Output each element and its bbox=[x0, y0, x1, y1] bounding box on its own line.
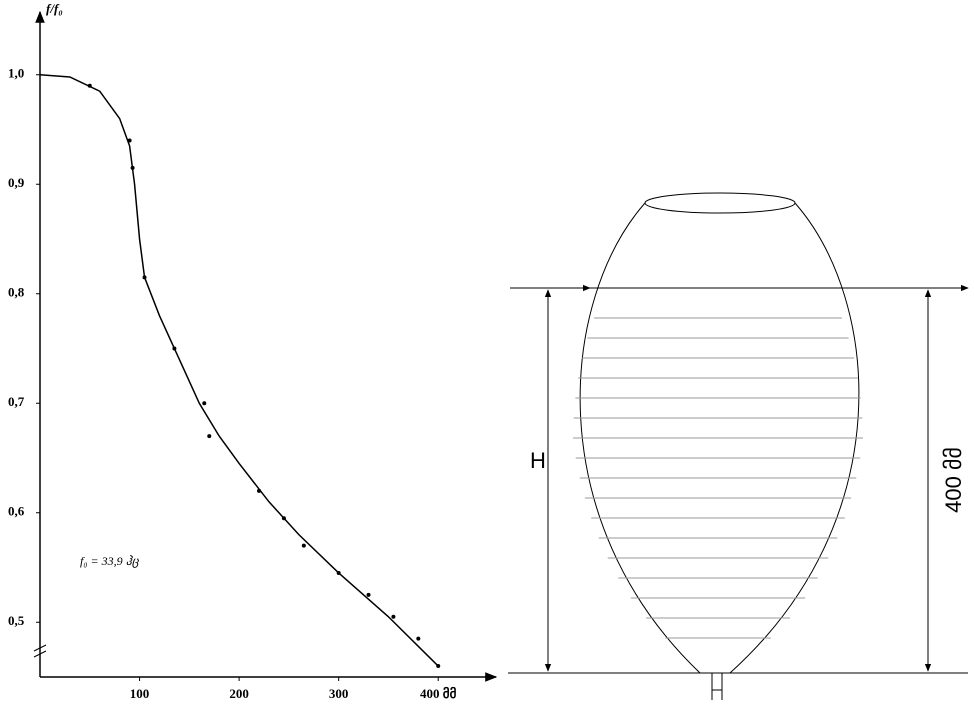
data-point bbox=[143, 275, 147, 279]
y-tick-label: 0,9 bbox=[8, 175, 25, 190]
data-point bbox=[88, 84, 92, 88]
data-point bbox=[257, 489, 261, 493]
data-point bbox=[436, 664, 440, 668]
data-point bbox=[391, 615, 395, 619]
data-point bbox=[207, 434, 211, 438]
y-axis-label: f/f₀ bbox=[46, 1, 63, 16]
y-tick-label: 0,7 bbox=[8, 394, 25, 409]
y-tick-label: 0,8 bbox=[8, 285, 25, 300]
vessel-diagram bbox=[508, 193, 968, 700]
annotation: f₀ = 33,9 ჰც bbox=[80, 554, 140, 568]
data-point bbox=[302, 544, 306, 548]
height-label: H bbox=[530, 448, 546, 473]
y-tick-label: 0,5 bbox=[8, 613, 25, 628]
x-tick-label: 300 bbox=[329, 686, 349, 701]
data-point bbox=[202, 401, 206, 405]
data-point bbox=[172, 347, 176, 351]
data-point bbox=[131, 166, 135, 170]
x-tick-label: 100 bbox=[130, 686, 150, 701]
data-point bbox=[282, 516, 286, 520]
chart: f/f₀ f₀ = 33,9 ჰც 1,0 0,9 0,8 0,7 0,6 0,5 100 200… bbox=[8, 1, 496, 701]
y-tick-label: 1,0 bbox=[8, 66, 24, 81]
vessel-opening bbox=[645, 193, 795, 213]
depth-label: 400 მმ bbox=[941, 447, 966, 513]
y-tick-label: 0,6 bbox=[8, 504, 25, 519]
x-tick-label: 400 მმ bbox=[420, 686, 457, 701]
data-point bbox=[337, 571, 341, 575]
data-point bbox=[128, 138, 132, 142]
x-tick-label: 200 bbox=[229, 686, 249, 701]
vessel-neck bbox=[712, 673, 722, 700]
data-point bbox=[416, 637, 420, 641]
data-point bbox=[367, 593, 371, 597]
figure: f/f₀ f₀ = 33,9 ჰც 1,0 0,9 0,8 0,7 0,6 0,5 100 200… bbox=[0, 0, 974, 707]
liquid-hatching bbox=[573, 318, 863, 638]
curve bbox=[40, 75, 438, 666]
